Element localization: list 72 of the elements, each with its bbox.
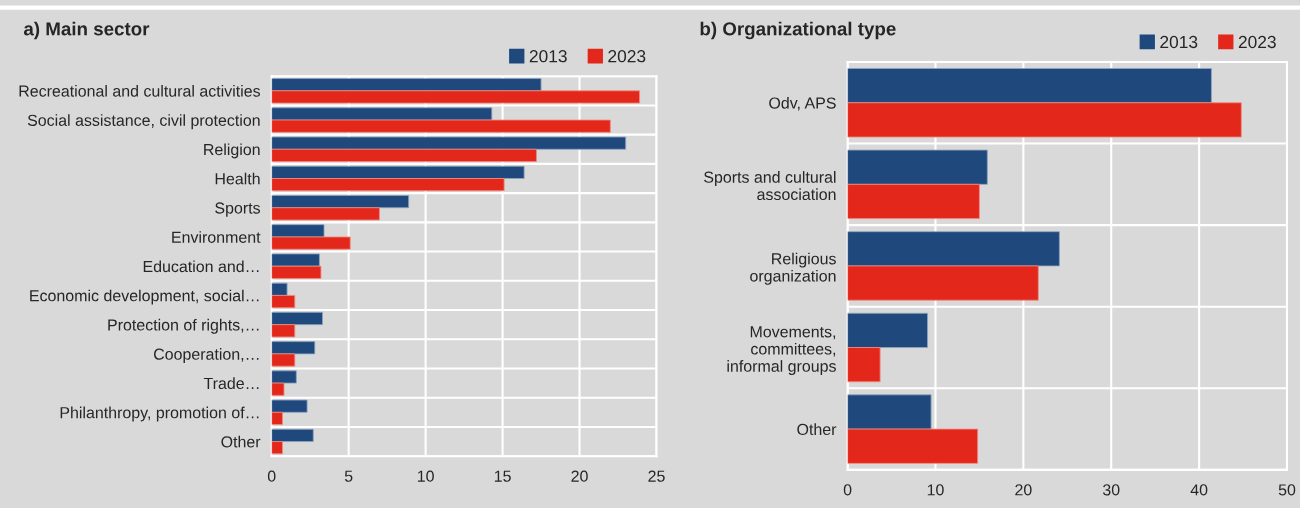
x-tick-label: 20 <box>1015 484 1032 496</box>
y-tick-label: Other <box>797 423 837 436</box>
bar <box>271 411 283 426</box>
bar <box>847 68 1212 104</box>
y-tick-label: Economic development, social… <box>30 289 259 305</box>
bar <box>271 324 296 338</box>
x-tick-label: 5 <box>344 470 353 482</box>
bar <box>847 183 980 220</box>
bar <box>847 102 1242 138</box>
bar <box>271 295 296 309</box>
bar <box>271 441 283 455</box>
bar <box>271 207 380 221</box>
legend-label: 2023 <box>1238 35 1276 49</box>
bar <box>847 347 881 383</box>
y-tick-label: Education and… <box>143 260 259 273</box>
bar <box>847 394 932 430</box>
bar <box>271 311 323 326</box>
y-tick-label: Recreational and cultural activities <box>19 85 261 97</box>
y-tick-label: Cooperation,… <box>153 348 259 363</box>
bar <box>271 282 288 296</box>
bar <box>271 119 611 133</box>
y-tick-label: Movements, committees, informal groups <box>727 326 836 375</box>
x-tick-label: 20 <box>571 470 588 482</box>
y-tick-label: Other <box>221 435 261 448</box>
bar <box>847 265 1039 301</box>
bar <box>271 399 308 413</box>
bar <box>271 370 297 384</box>
x-tick-label: 30 <box>1102 484 1120 496</box>
x-tick-label: 50 <box>1278 484 1296 496</box>
y-tick-label: Trade… <box>203 377 259 390</box>
y-tick-label: Sports and cultural association <box>704 171 836 201</box>
bar <box>271 78 542 92</box>
x-tick-label: 0 <box>267 470 276 482</box>
x-tick-label: 25 <box>648 470 665 482</box>
y-tick-label: Sports <box>215 202 261 217</box>
bar <box>847 231 1060 267</box>
x-tick-label: 40 <box>1190 484 1208 496</box>
bar <box>271 90 640 104</box>
bar <box>271 195 410 209</box>
x-tick-label: 0 <box>843 484 852 496</box>
bar <box>271 382 285 396</box>
bar <box>271 178 505 192</box>
chart-title: b) Organizational type <box>700 21 896 40</box>
legend-label: 2013 <box>1160 35 1198 49</box>
x-tick-label: 15 <box>494 470 511 482</box>
bar <box>271 107 493 121</box>
x-tick-label: 10 <box>417 470 434 482</box>
bar <box>847 312 928 348</box>
bar <box>271 148 537 162</box>
legend-label: 2013 <box>529 50 567 63</box>
legend-label: 2023 <box>608 50 646 63</box>
bar <box>271 341 316 355</box>
y-tick-label: Religious organization <box>750 252 836 285</box>
x-tick-label: 10 <box>927 484 944 496</box>
bar <box>271 165 525 179</box>
bar <box>271 224 325 238</box>
y-tick-label: Protection of rights,… <box>108 318 259 334</box>
bar <box>271 353 296 367</box>
bar <box>271 236 351 250</box>
y-tick-label: Social assistance, civil protection <box>27 114 260 130</box>
y-tick-label: Environment <box>172 231 261 243</box>
bar <box>847 428 979 464</box>
bar <box>271 265 322 279</box>
bar <box>847 149 988 185</box>
bar <box>271 253 320 267</box>
y-tick-label: Health <box>215 172 260 185</box>
bar <box>271 136 627 150</box>
y-tick-label: Religion <box>204 143 260 159</box>
y-tick-label: Odv, APS <box>769 96 836 111</box>
y-tick-label: Philanthropy, promotion of… <box>60 406 259 422</box>
bar <box>271 428 314 442</box>
text: a) Main sector <box>23 21 150 40</box>
